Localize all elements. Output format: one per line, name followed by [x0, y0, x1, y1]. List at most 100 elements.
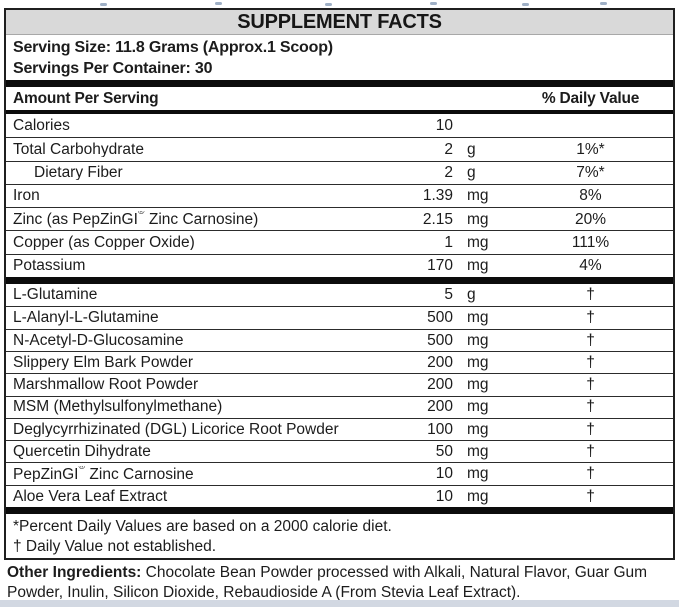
table-row: Deglycyrrhizinated (DGL) Licorice Root P… — [6, 417, 673, 440]
table-row: Zinc (as PepZinGI® Zinc Carnosine) 2.15 … — [6, 207, 673, 230]
ingredient-amount: 170 — [427, 257, 453, 275]
supplement-facts-panel: SUPPLEMENT FACTS Serving Size: 11.8 Gram… — [4, 8, 675, 561]
cropped-text-fragments — [100, 3, 107, 6]
ingredient-amount: 1 — [444, 233, 453, 251]
ingredient-name: Dietary Fiber — [34, 164, 123, 181]
other-ingredients-text: Chocolate Bean Powder processed with Alk… — [7, 564, 648, 602]
ingredient-daily-value: 20% — [574, 210, 607, 228]
ingredient-amount: 10 — [435, 465, 453, 483]
other-ingredients-label: Other Ingredients: — [7, 564, 142, 582]
table-row: Potassium 170 mg 4% — [6, 253, 673, 277]
ingredient-amount: 500 — [427, 309, 453, 327]
ingredient-unit: g — [467, 163, 476, 181]
ingredient-unit: mg — [467, 257, 489, 275]
ingredient-name: Quercetin Dihydrate — [13, 444, 151, 460]
ingredient-unit: mg — [467, 398, 489, 416]
ingredient-name: Potassium — [13, 258, 86, 274]
page-bottom-strip — [0, 600, 679, 607]
ingredient-daily-value: † — [586, 286, 595, 304]
column-header-row: Amount Per Serving % Daily Value — [6, 87, 673, 110]
ingredient-daily-value: † — [586, 376, 595, 394]
ingredient-unit: mg — [467, 353, 489, 371]
table-row: Marshmallow Root Powder 200 mg † — [6, 373, 673, 395]
table-row: Slippery Elm Bark Powder 200 mg † — [6, 350, 673, 373]
ingredient-amount: 2 — [444, 163, 453, 181]
ingredient-daily-value: † — [586, 487, 595, 505]
cropped-text-line — [0, 0, 679, 8]
ingredient-daily-value: † — [586, 398, 595, 416]
ingredient-amount: 100 — [427, 420, 453, 438]
nutrients-section: Calories 10 Total Carbohydrate 2 g 1%* D… — [6, 114, 673, 277]
ingredient-daily-value: 1%* — [576, 140, 605, 158]
footnote-percent-dv: *Percent Daily Values are based on a 200… — [13, 518, 392, 536]
serving-info: Serving Size: 11.8 Grams (Approx.1 Scoop… — [6, 35, 673, 80]
table-row: PepZinGI® Zinc Carnosine 10 mg † — [6, 462, 673, 484]
ingredient-amount: 200 — [427, 353, 453, 371]
ingredient-unit: mg — [467, 487, 489, 505]
servings-per-container: Servings Per Container: 30 — [13, 60, 213, 77]
botanicals-section: L-Glutamine 5 g † L-Alanyl-L-Glutamine 5… — [6, 284, 673, 507]
ingredient-amount: 2 — [444, 140, 453, 158]
ingredient-amount: 500 — [427, 331, 453, 349]
ingredient-name: L-Glutamine — [13, 287, 98, 303]
ingredient-name: Deglycyrrhizinated (DGL) Licorice Root P… — [13, 421, 339, 438]
ingredient-unit: mg — [467, 420, 489, 438]
footnote-dagger: † Daily Value not established. — [13, 538, 217, 556]
ingredient-name: MSM (Methylsulfonylmethane) — [13, 399, 223, 415]
ingredient-daily-value: 4% — [579, 257, 602, 275]
divider-bar — [6, 80, 673, 87]
ingredient-unit: mg — [467, 210, 489, 228]
table-row: Quercetin Dihydrate 50 mg † — [6, 440, 673, 462]
ingredient-name: L-Alanyl-L-Glutamine — [13, 310, 159, 326]
ingredient-amount: 200 — [427, 398, 453, 416]
table-row: N-Acetyl-D-Glucosamine 500 mg † — [6, 328, 673, 351]
ingredient-name: N-Acetyl-D-Glucosamine — [13, 332, 184, 349]
table-row: Aloe Vera Leaf Extract 10 mg † — [6, 484, 673, 507]
ingredient-amount: 2.15 — [422, 210, 453, 228]
table-row: Calories 10 — [6, 114, 673, 137]
ingredient-daily-value: 7%* — [576, 163, 605, 181]
table-row: L-Alanyl-L-Glutamine 500 mg † — [6, 306, 673, 328]
ingredient-name: Zinc (as PepZinGI® Zinc Carnosine) — [13, 211, 259, 228]
ingredient-name: Total Carbohydrate — [13, 141, 144, 158]
ingredient-unit: mg — [467, 465, 489, 483]
ingredient-unit: mg — [467, 331, 489, 349]
ingredient-amount: 1.39 — [422, 187, 453, 205]
serving-size: Serving Size: 11.8 Grams (Approx.1 Scoop… — [13, 39, 333, 56]
ingredient-amount: 10 — [435, 116, 453, 134]
ingredient-amount: 10 — [435, 487, 453, 505]
ingredient-name: Aloe Vera Leaf Extract — [13, 488, 168, 505]
ingredient-name: Iron — [13, 188, 40, 204]
ingredient-daily-value: 111% — [571, 233, 610, 251]
ingredient-daily-value: † — [586, 353, 595, 371]
footnotes: *Percent Daily Values are based on a 200… — [6, 514, 673, 558]
panel-title: SUPPLEMENT FACTS — [6, 10, 673, 35]
divider-bar — [6, 277, 673, 285]
ingredient-name: Copper (as Copper Oxide) — [13, 234, 195, 251]
table-row: Total Carbohydrate 2 g 1%* — [6, 137, 673, 160]
table-row: MSM (Methylsulfonylmethane) 200 mg † — [6, 395, 673, 418]
amount-per-serving-header: Amount Per Serving — [13, 89, 159, 107]
ingredient-name: Calories — [13, 117, 70, 134]
ingredient-name: Slippery Elm Bark Powder — [13, 354, 194, 371]
daily-value-header: % Daily Value — [541, 89, 640, 107]
ingredient-daily-value: † — [586, 465, 595, 483]
table-row: Iron 1.39 mg 8% — [6, 183, 673, 207]
ingredient-daily-value: † — [586, 309, 595, 327]
table-row: L-Glutamine 5 g † — [6, 284, 673, 306]
ingredient-unit: mg — [467, 233, 489, 251]
ingredient-unit: mg — [467, 187, 489, 205]
ingredient-unit: g — [467, 140, 476, 158]
other-ingredients: Other Ingredients: Chocolate Bean Powder… — [4, 560, 671, 602]
ingredient-daily-value: † — [586, 331, 595, 349]
divider-bar — [6, 507, 673, 515]
table-row: Copper (as Copper Oxide) 1 mg 111% — [6, 230, 673, 253]
ingredient-daily-value: † — [586, 420, 595, 438]
ingredient-unit: mg — [467, 443, 489, 461]
table-row: Dietary Fiber 2 g 7%* — [6, 160, 673, 184]
ingredient-amount: 200 — [427, 376, 453, 394]
ingredient-unit: g — [467, 286, 476, 304]
ingredient-name: Marshmallow Root Powder — [13, 377, 199, 393]
ingredient-amount: 5 — [444, 286, 453, 304]
ingredient-amount: 50 — [435, 443, 453, 461]
